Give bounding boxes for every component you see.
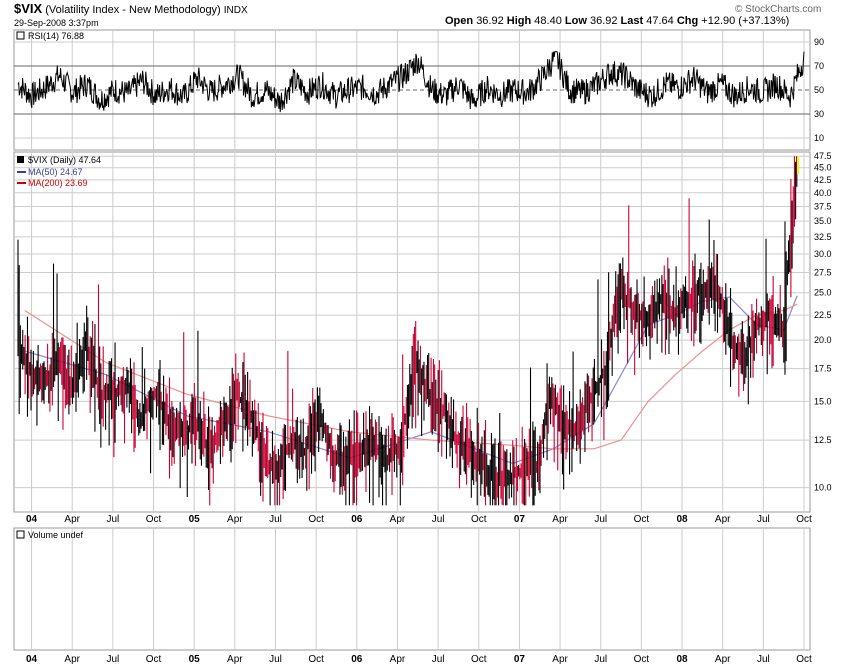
x-tick-label: Apr — [390, 514, 406, 525]
rsi-legend-icon — [16, 31, 25, 40]
chart-header: $VIX (Volatility Index - New Methodology… — [14, 1, 248, 16]
price-tick-label: 30.0 — [814, 249, 832, 259]
price-legend: $VIX (Daily) 47.64 MA(50) 24.67 MA(200) … — [17, 155, 101, 188]
x-tick-label: Apr — [227, 654, 243, 665]
x-tick-label: Jul — [269, 654, 282, 665]
low-label: Low — [564, 15, 587, 27]
rsi-legend: RSI(14) 76.88 — [16, 31, 84, 41]
x-tick-label: Apr — [552, 514, 568, 525]
x-tick-label: Jul — [594, 654, 607, 665]
price-tick-label: 47.5 — [814, 151, 832, 161]
x-tick-label: Oct — [146, 654, 162, 665]
rsi-series — [17, 51, 805, 113]
x-tick-label: Jul — [594, 514, 607, 525]
x-tick-label: Jul — [106, 654, 119, 665]
symbol: $VIX — [14, 1, 43, 16]
symbol-name: (Volatility Index - New Methodology) — [45, 4, 221, 16]
price-tick-label: 25.0 — [814, 288, 832, 298]
low-value: 36.92 — [589, 15, 618, 27]
x-tick-label: 06 — [351, 654, 363, 665]
price-tick-label: 20.0 — [814, 335, 832, 345]
price-tick-label: 17.5 — [814, 364, 832, 374]
x-tick-label: 07 — [514, 654, 526, 665]
x-tick-label: Oct — [796, 654, 812, 665]
price-tick-label: 15.0 — [814, 396, 832, 406]
x-tick-label: 04 — [26, 654, 38, 665]
x-tick-label: 05 — [189, 514, 201, 525]
price-tick-label: 42.5 — [814, 175, 832, 185]
x-tick-label: Oct — [471, 654, 487, 665]
x-tick-label: Apr — [390, 654, 406, 665]
axis-labels: 04 04 Apr Apr Jul Jul Oct Oct 05 05 Apr Apr Jul Jul Oc… — [26, 37, 832, 665]
x-tick-label: Jul — [757, 654, 770, 665]
x-tick-label: 06 — [351, 514, 363, 525]
x-tick-label: Oct — [471, 514, 487, 525]
ma50-line — [24, 295, 798, 465]
x-tick-label: Apr — [227, 514, 243, 525]
open-label: Open — [445, 15, 474, 27]
rsi-legend-label: RSI(14) 76.88 — [28, 31, 84, 41]
price-tick-label: 45.0 — [814, 163, 832, 173]
x-tick-label: Jul — [432, 654, 445, 665]
x-tick-label: 08 — [676, 514, 688, 525]
price-tick-label: 32.5 — [814, 232, 832, 242]
rsi-tick-label: 10 — [814, 133, 824, 143]
volume-legend-label: Volume undef — [28, 530, 84, 540]
high-label: High — [506, 15, 532, 27]
volume-legend: Volume undef — [16, 530, 84, 540]
last-label: Last — [620, 15, 644, 27]
volume-legend-icon — [16, 530, 25, 539]
chg-value: +12.90 (+37.13%) — [701, 15, 790, 27]
price-series — [17, 156, 799, 506]
chg-label: Chg — [676, 15, 699, 27]
last-value: 47.64 — [646, 15, 674, 27]
price-tick-label: 12.5 — [814, 435, 832, 445]
rsi-line — [17, 51, 805, 113]
x-tick-label: 08 — [676, 654, 688, 665]
rsi-tick-label: 70 — [814, 61, 824, 71]
high-value: 48.40 — [534, 15, 562, 27]
price-panel-frame — [13, 151, 811, 513]
price-tick-label: 10.0 — [814, 483, 832, 493]
brand-watermark: © StockCharts.com — [735, 4, 822, 15]
rsi-tick-label: 30 — [814, 109, 824, 119]
price-legend-main: $VIX (Daily) 47.64 — [28, 155, 101, 165]
x-tick-label: 07 — [514, 514, 526, 525]
x-tick-label: 05 — [189, 654, 201, 665]
x-tick-label: Oct — [796, 514, 812, 525]
ma50-legend-label: MA(50) 24.67 — [28, 167, 83, 177]
x-tick-label: Jul — [106, 514, 119, 525]
quote-date: 29-Sep-2008 3:37pm — [14, 18, 99, 28]
rsi-tick-label: 90 — [814, 37, 824, 47]
rsi-tick-label: 50 — [814, 85, 824, 95]
price-tick-label: 27.5 — [814, 267, 832, 277]
ma200-legend-label: MA(200) 23.69 — [28, 178, 88, 188]
exchange: INDX — [223, 5, 248, 16]
price-tick-label: 37.5 — [814, 201, 832, 211]
x-tick-label: Apr — [64, 514, 80, 525]
price-tick-label: 35.0 — [814, 216, 832, 226]
x-tick-label: Oct — [308, 514, 324, 525]
x-tick-label: Apr — [715, 514, 731, 525]
price-legend-icon — [17, 156, 24, 163]
price-tick-label: 22.5 — [814, 310, 832, 320]
x-tick-label: Apr — [552, 654, 568, 665]
x-tick-label: Jul — [432, 514, 445, 525]
open-value: 36.92 — [476, 15, 504, 27]
x-tick-label: Apr — [715, 654, 731, 665]
x-tick-label: Jul — [757, 514, 770, 525]
price-tick-label: 40.0 — [814, 188, 832, 198]
volume-panel-frame — [13, 527, 811, 651]
x-tick-label: Jul — [269, 514, 282, 525]
x-tick-label: Oct — [634, 654, 650, 665]
x-tick-label: Apr — [64, 654, 80, 665]
x-tick-label: Oct — [146, 514, 162, 525]
x-tick-label: Oct — [308, 654, 324, 665]
quote-stats: Open 36.92 High 48.40 Low 36.92 Last 47.… — [445, 15, 789, 27]
x-tick-label: Oct — [634, 514, 650, 525]
x-tick-label: 04 — [26, 514, 38, 525]
